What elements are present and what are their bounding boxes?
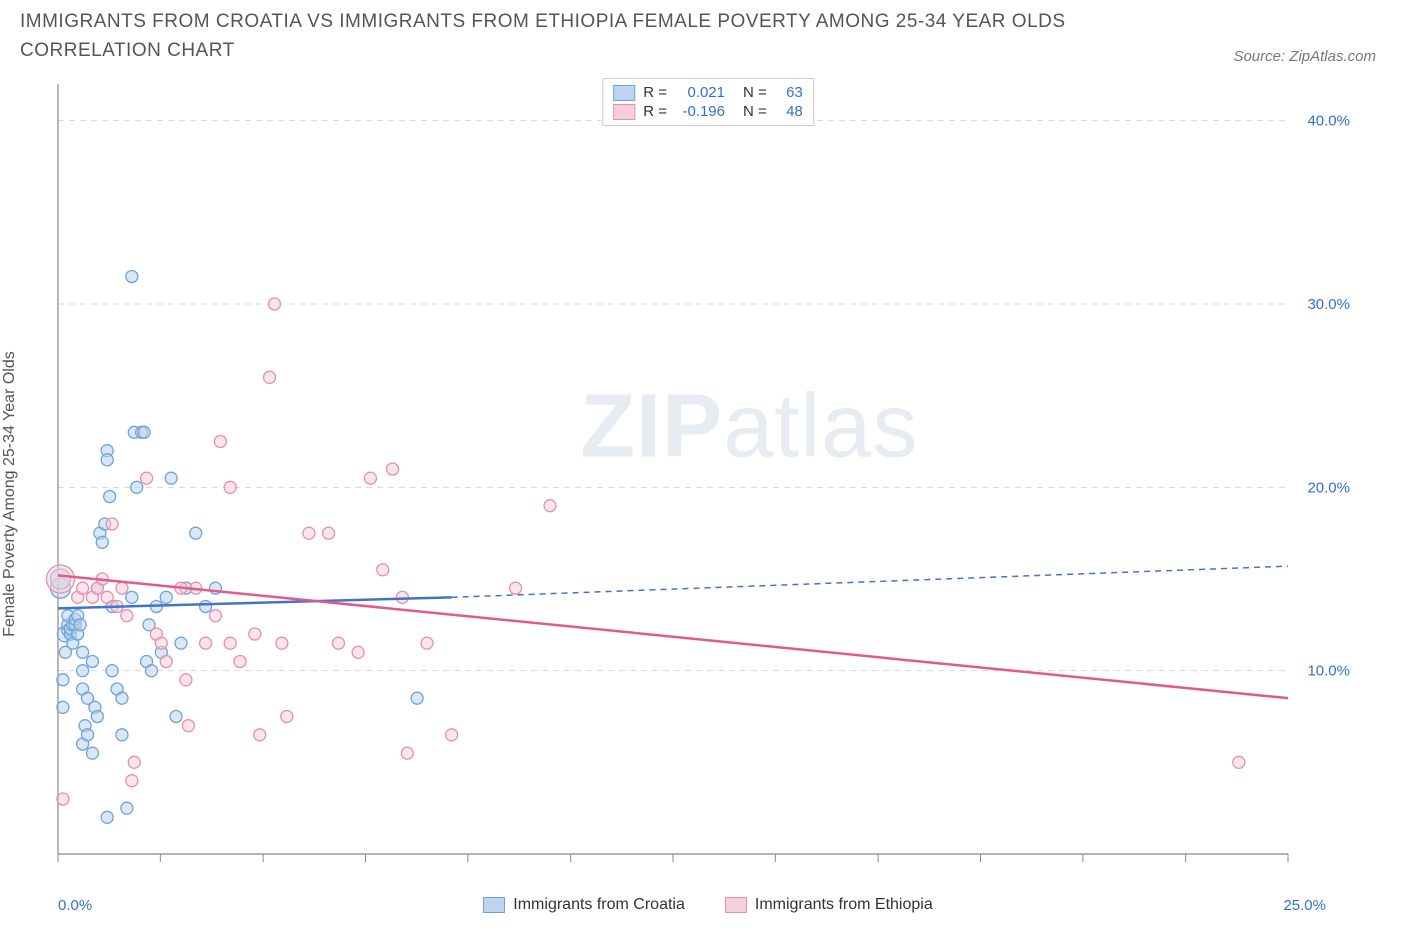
series-legend-label: Immigrants from Croatia bbox=[513, 896, 685, 914]
legend-n-label: N = bbox=[743, 103, 767, 120]
stats-legend: R = 0.021 N = 63 R = -0.196 N = 48 bbox=[602, 78, 814, 126]
svg-text:10.0%: 10.0% bbox=[1307, 663, 1350, 680]
legend-swatch bbox=[613, 104, 635, 120]
legend-n-value: 48 bbox=[775, 103, 803, 120]
y-axis-label: Female Poverty Among 25-34 Year Olds bbox=[1, 351, 19, 637]
legend-n-value: 63 bbox=[775, 84, 803, 101]
legend-swatch bbox=[725, 897, 747, 913]
chart-title: IMMIGRANTS FROM CROATIA VS IMMIGRANTS FR… bbox=[20, 8, 1120, 65]
series-legend: Immigrants from Croatia Immigrants from E… bbox=[20, 896, 1396, 914]
legend-n-label: N = bbox=[743, 84, 767, 101]
series-legend-item: Immigrants from Croatia bbox=[483, 896, 685, 914]
chart-area: Female Poverty Among 25-34 Year Olds ZIP… bbox=[20, 78, 1396, 910]
legend-r-value: -0.196 bbox=[675, 103, 725, 120]
svg-text:20.0%: 20.0% bbox=[1307, 479, 1350, 496]
scatter-plot: 10.0% 20.0% 30.0% 40.0% bbox=[20, 78, 1360, 888]
legend-swatch bbox=[483, 897, 505, 913]
legend-swatch bbox=[613, 85, 635, 101]
series-legend-label: Immigrants from Ethiopia bbox=[755, 896, 933, 914]
series-legend-item: Immigrants from Ethiopia bbox=[725, 896, 933, 914]
legend-r-value: 0.021 bbox=[675, 84, 725, 101]
stats-legend-row: R = 0.021 N = 63 bbox=[613, 83, 803, 102]
source-credit: Source: ZipAtlas.com bbox=[1233, 48, 1386, 65]
stats-legend-row: R = -0.196 N = 48 bbox=[613, 102, 803, 121]
legend-r-label: R = bbox=[643, 103, 667, 120]
svg-text:40.0%: 40.0% bbox=[1307, 113, 1350, 130]
svg-text:30.0%: 30.0% bbox=[1307, 296, 1350, 313]
legend-r-label: R = bbox=[643, 84, 667, 101]
